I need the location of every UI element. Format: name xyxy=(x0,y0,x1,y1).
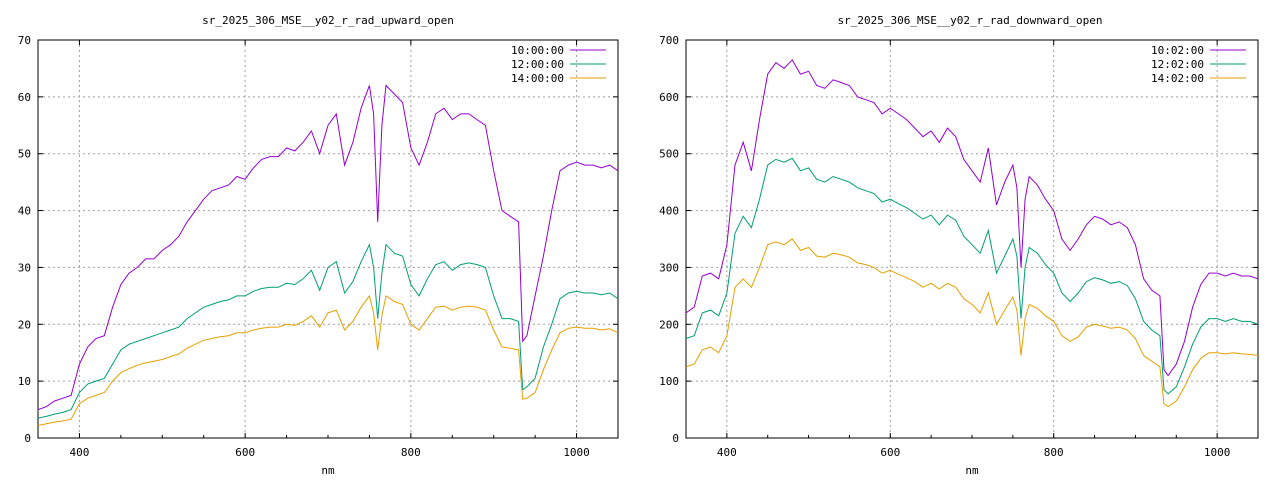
x-axis-label: nm xyxy=(965,464,979,477)
legend-label-2: 12:02:00 xyxy=(1151,58,1204,71)
chart-panel-1: sr_2025_306_MSE__y02_r_rad_upward_open 40… xyxy=(18,14,619,477)
x-tick-label: 600 xyxy=(235,446,255,459)
y-tick-label: 0 xyxy=(24,432,31,445)
x-tick-label: 600 xyxy=(880,446,900,459)
x-tick-label: 800 xyxy=(401,446,421,459)
y-tick-label: 60 xyxy=(18,91,31,104)
y-tick-label: 0 xyxy=(672,432,679,445)
y-tick-label: 70 xyxy=(18,34,31,47)
chart-title: sr_2025_306_MSE__y02_r_rad_upward_open xyxy=(202,14,454,27)
y-tick-label: 40 xyxy=(18,205,31,218)
y-tick-label: 700 xyxy=(659,34,679,47)
series-line-1 xyxy=(686,59,1258,377)
y-tick-label: 200 xyxy=(659,318,679,331)
y-tick-label: 10 xyxy=(18,375,31,388)
x-tick-label: 1000 xyxy=(1204,446,1231,459)
legend-label-3: 14:02:00 xyxy=(1151,72,1204,85)
x-tick-label: 400 xyxy=(69,446,89,459)
x-tick-label: 800 xyxy=(1044,446,1064,459)
chart-panel-2: sr_2025_306_MSE__y02_r_rad_downward_open… xyxy=(659,14,1259,477)
y-tick-label: 50 xyxy=(18,148,31,161)
legend-label-3: 14:00:00 xyxy=(511,72,564,85)
legend-label-1: 10:00:00 xyxy=(511,44,564,57)
x-tick-label: 400 xyxy=(717,446,737,459)
y-tick-label: 30 xyxy=(18,261,31,274)
chart-title: sr_2025_306_MSE__y02_r_rad_downward_open xyxy=(838,14,1103,27)
plot-frame xyxy=(685,39,1259,439)
y-tick-label: 300 xyxy=(659,261,679,274)
x-tick-label: 1000 xyxy=(563,446,590,459)
series-line-3 xyxy=(38,294,618,426)
legend-label-2: 12:00:00 xyxy=(511,58,564,71)
y-tick-label: 400 xyxy=(659,205,679,218)
series-line-1 xyxy=(38,84,618,411)
y-tick-label: 20 xyxy=(18,318,31,331)
series-line-3 xyxy=(686,238,1258,408)
series-line-2 xyxy=(686,157,1258,395)
y-tick-label: 600 xyxy=(659,91,679,104)
y-tick-label: 500 xyxy=(659,148,679,161)
x-axis-label: nm xyxy=(321,464,335,477)
legend-label-1: 10:02:00 xyxy=(1151,44,1204,57)
y-tick-label: 100 xyxy=(659,375,679,388)
plot-frame xyxy=(37,39,619,439)
series-line-2 xyxy=(38,243,618,419)
